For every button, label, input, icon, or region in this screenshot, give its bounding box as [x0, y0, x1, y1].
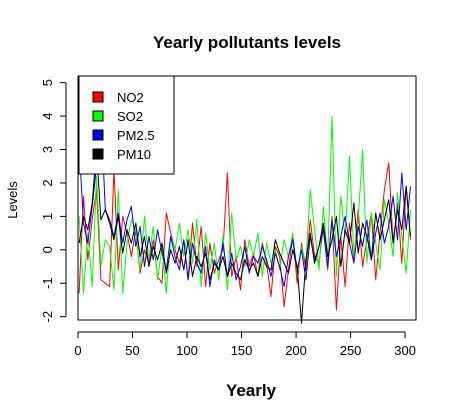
legend: NO2 SO2 PM2.5 PM10	[78, 75, 175, 175]
x-tick-label: 0	[74, 343, 81, 358]
y-tick-label: 1	[40, 213, 55, 220]
plot-box	[77, 75, 417, 321]
y-tick-label: 0	[40, 246, 55, 253]
chart-title: Yearly pollutants levels	[153, 33, 341, 52]
plot-area	[77, 75, 417, 321]
x-tick-label: 100	[176, 343, 198, 358]
y-tick-label: 5	[40, 79, 55, 86]
series-lines	[78, 108, 411, 324]
legend-swatch-no2	[92, 91, 104, 103]
legend-swatch-pm25	[92, 129, 104, 141]
legend-label-so2: SO2	[117, 109, 143, 124]
legend-swatch-so2	[92, 110, 104, 122]
series-line-pm10	[78, 149, 411, 324]
x-tick-label: 250	[340, 343, 362, 358]
legend-label-pm10: PM10	[117, 147, 151, 162]
x-tick-label: 50	[125, 343, 139, 358]
legend-label-pm25: PM2.5	[117, 128, 155, 143]
series-line-so2	[78, 115, 411, 294]
y-tick-label: -2	[40, 311, 55, 323]
x-tick-label: 300	[394, 343, 416, 358]
x-axis-label: Yearly	[226, 381, 277, 400]
axes: 0 50 100 150 200 250 300 -2 -1 0 1 2 3 4 5	[40, 79, 416, 358]
y-axis-label: Levels	[5, 181, 20, 219]
x-tick-label: 200	[285, 343, 307, 358]
series-line-pm25	[78, 108, 411, 288]
legend-swatch-pm10	[92, 148, 104, 160]
y-tick-label: 3	[40, 146, 55, 153]
x-tick-label: 150	[231, 343, 253, 358]
y-tick-label: 2	[40, 179, 55, 186]
legend-label-no2: NO2	[117, 90, 144, 105]
y-tick-label: -1	[40, 277, 55, 289]
y-tick-label: 4	[40, 112, 55, 119]
